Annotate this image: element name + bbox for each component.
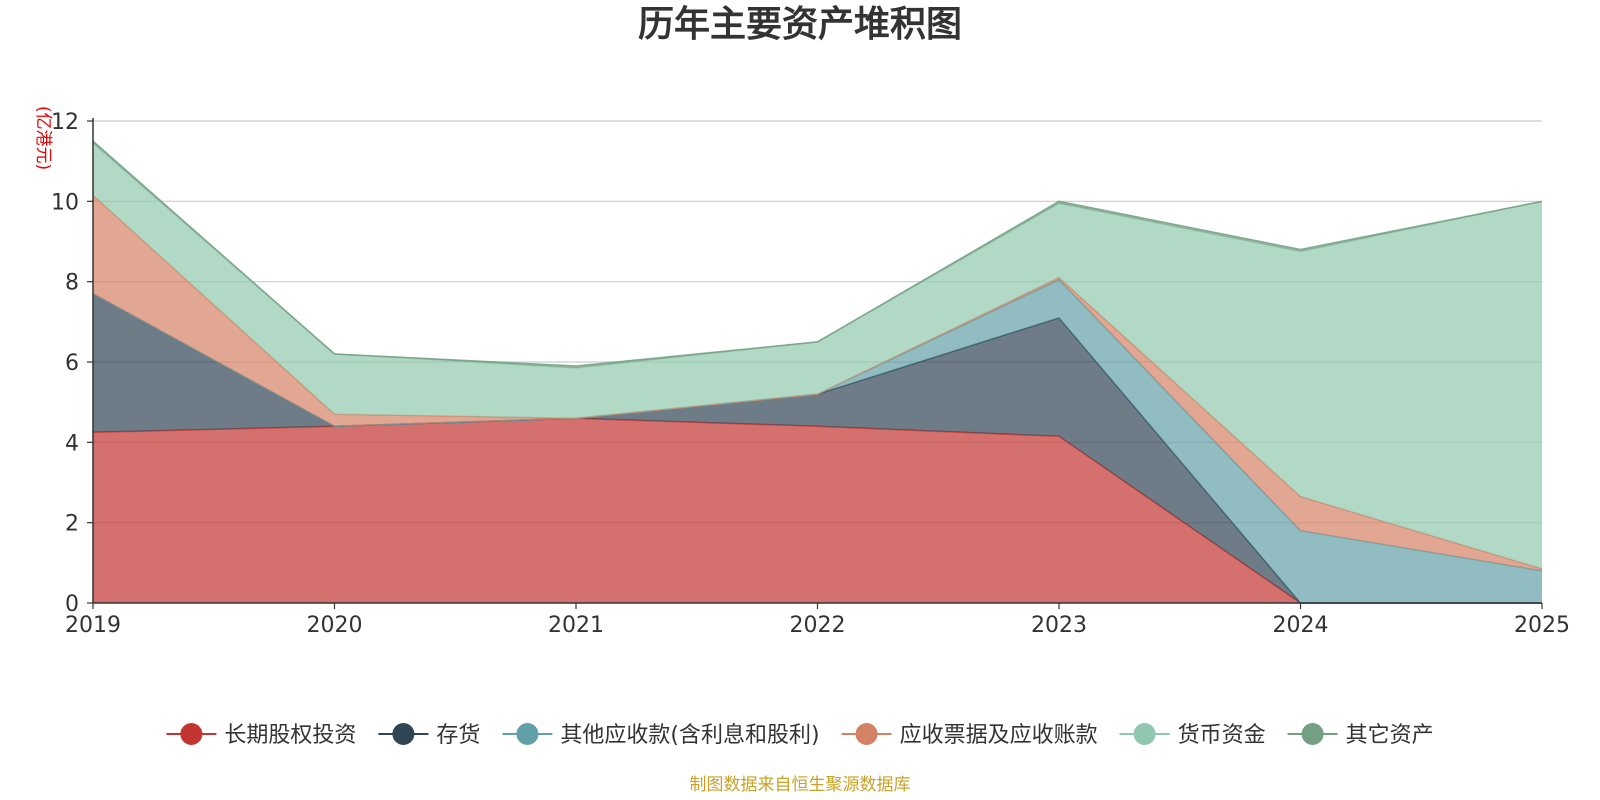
legend-item-1[interactable]: 存货 [378,723,480,748]
legend-label: 其他应收款(含利息和股利) [560,723,819,748]
x-tick-label: 2019 [65,613,121,638]
series-line-5 [92,140,1543,367]
legend-item-4[interactable]: 货币资金 [1119,723,1266,748]
legend-label: 存货 [436,723,480,748]
series-area-3 [93,195,1542,571]
legend-item-0[interactable]: 长期股权投资 [166,723,356,748]
source-note: 制图数据来自恒生聚源数据库 [690,775,911,795]
series-area-2 [93,279,1542,603]
y-tick-label: 0 [65,592,79,617]
legend[interactable]: 长期股权投资 存货 其他应收款(含利息和股利) 应收票据及应收账款 货币资金 其它资产 [166,723,1434,748]
chart-title: 历年主要资产堆积图 [638,4,962,45]
y-tick-label: 4 [65,431,79,456]
x-tick-label: 2022 [790,613,846,638]
legend-marker-icon [180,723,203,745]
series-areas [92,140,1543,604]
x-tick-label: 2023 [1031,613,1087,638]
y-tick-label: 2 [65,512,79,537]
legend-label: 应收票据及应收账款 [900,723,1098,748]
x-tick-label: 2024 [1273,613,1329,638]
legend-marker-icon [516,723,539,745]
axes: 0 2 4 6 8 10 12 2019 2020 2021 2022 2023 2024 2025 [51,110,1570,638]
x-tick-label: 2020 [307,613,363,638]
legend-item-3[interactable]: 应收票据及应收账款 [841,723,1098,748]
y-tick-label: 12 [51,110,79,135]
series-area-0 [93,418,1542,603]
y-tick-label: 6 [65,351,79,376]
x-tick-label: 2021 [548,613,604,638]
legend-marker-icon [392,723,415,745]
legend-label: 长期股权投资 [224,723,356,748]
legend-label: 货币资金 [1178,723,1266,748]
legend-marker-icon [855,723,878,745]
legend-marker-icon [1301,723,1324,745]
legend-label: 其它资产 [1346,723,1434,748]
y-tick-label: 10 [51,190,79,215]
x-tick-label: 2025 [1514,613,1570,638]
legend-marker-icon [1133,723,1156,745]
y-axis-unit-label: (亿港元) [33,106,53,170]
legend-item-5[interactable]: 其它资产 [1287,723,1434,748]
legend-item-2[interactable]: 其他应收款(含利息和股利) [502,723,820,748]
y-tick-label: 8 [65,271,79,296]
series-area-4 [93,143,1542,569]
